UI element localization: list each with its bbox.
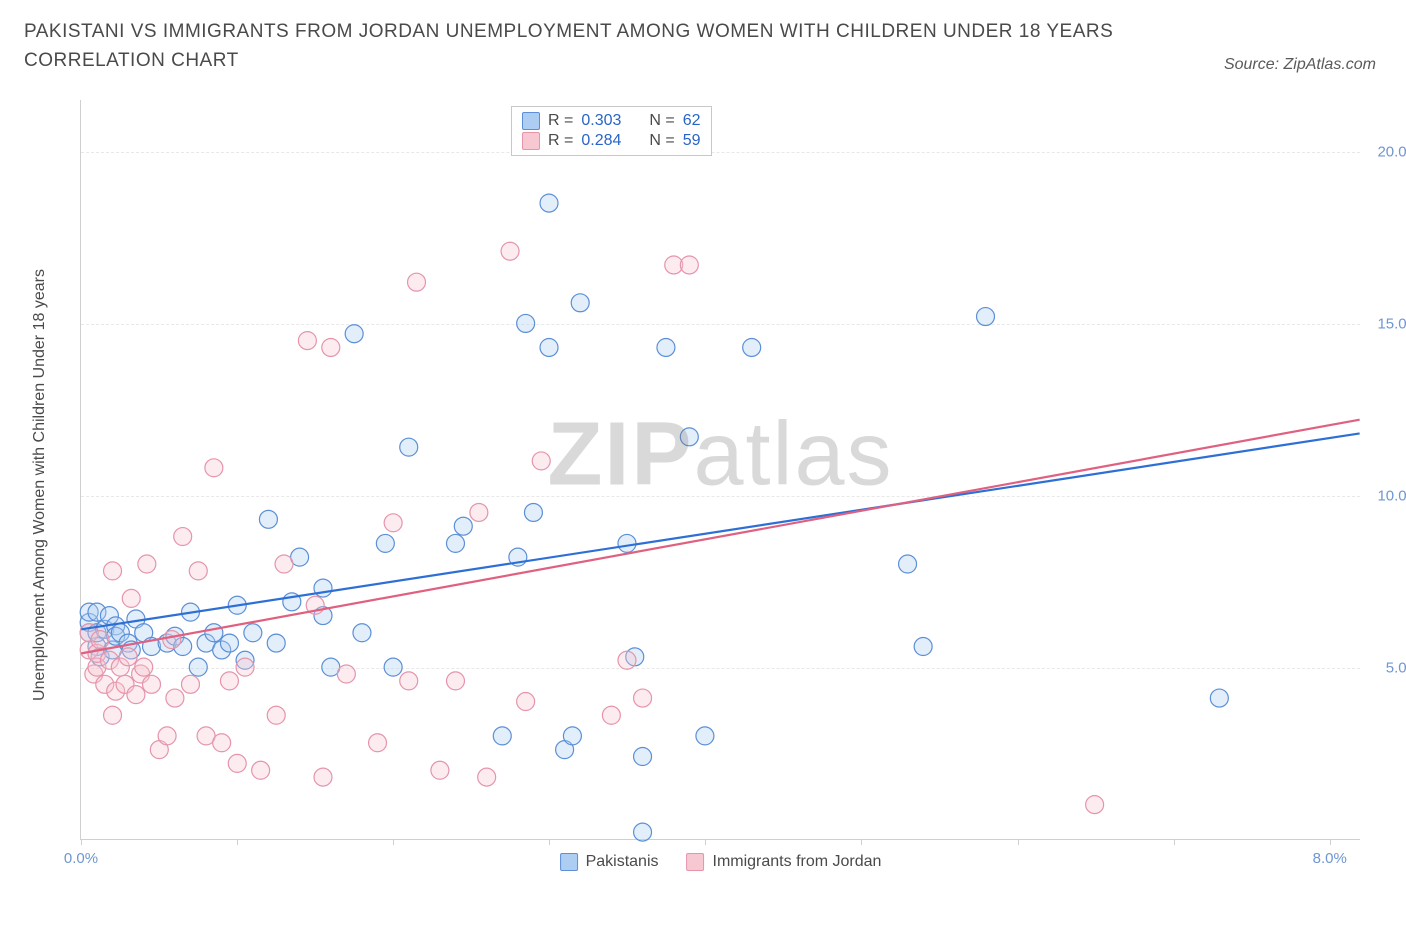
x-tick <box>393 839 394 845</box>
chart-header: PAKISTANI VS IMMIGRANTS FROM JORDAN UNEM… <box>0 0 1406 75</box>
x-tick <box>861 839 862 845</box>
legend-swatch-series1 <box>560 853 578 871</box>
x-tick <box>1018 839 1019 845</box>
legend: Pakistanis Immigrants from Jordan <box>560 853 882 871</box>
y-tick-label: 5.0% <box>1365 659 1406 676</box>
legend-label-series1: Pakistanis <box>586 853 659 871</box>
x-tick-label: 0.0% <box>64 850 98 867</box>
legend-item-series2: Immigrants from Jordan <box>686 853 881 871</box>
stats-row-series1: R = 0.303 N = 62 <box>522 111 701 131</box>
legend-item-series1: Pakistanis <box>560 853 659 871</box>
stat-n-label: N = <box>649 132 674 150</box>
x-tick <box>705 839 706 845</box>
stat-r-value-1: 0.303 <box>581 112 621 130</box>
trend-line <box>81 433 1359 629</box>
stat-r-label: R = <box>548 132 573 150</box>
stat-r-value-2: 0.284 <box>581 132 621 150</box>
x-tick <box>1330 839 1331 845</box>
legend-label-series2: Immigrants from Jordan <box>712 853 881 871</box>
correlation-stats-box: R = 0.303 N = 62 R = 0.284 N = 59 <box>511 106 712 156</box>
x-tick <box>237 839 238 845</box>
stats-row-series2: R = 0.284 N = 59 <box>522 131 701 151</box>
stats-swatch-series2 <box>522 132 540 150</box>
legend-swatch-series2 <box>686 853 704 871</box>
x-tick <box>549 839 550 845</box>
x-tick-label: 8.0% <box>1313 850 1347 867</box>
y-axis-title: Unemployment Among Women with Children U… <box>31 269 49 701</box>
source-attribution: Source: ZipAtlas.com <box>1224 56 1376 74</box>
x-tick <box>81 839 82 845</box>
y-tick-label: 20.0% <box>1365 143 1406 160</box>
x-tick <box>1174 839 1175 845</box>
y-tick-label: 10.0% <box>1365 487 1406 504</box>
chart-container: Unemployment Among Women with Children U… <box>60 100 1380 870</box>
stats-swatch-series1 <box>522 112 540 130</box>
stat-n-value-1: 62 <box>683 112 701 130</box>
y-tick-label: 15.0% <box>1365 315 1406 332</box>
stat-n-label: N = <box>649 112 674 130</box>
stat-n-value-2: 59 <box>683 132 701 150</box>
trend-line <box>81 420 1359 654</box>
chart-title: PAKISTANI VS IMMIGRANTS FROM JORDAN UNEM… <box>24 18 1174 75</box>
trend-lines-layer <box>81 100 1360 839</box>
plot-area: ZIPatlas R = 0.303 N = 62 R = 0.284 N = … <box>80 100 1360 840</box>
stat-r-label: R = <box>548 112 573 130</box>
